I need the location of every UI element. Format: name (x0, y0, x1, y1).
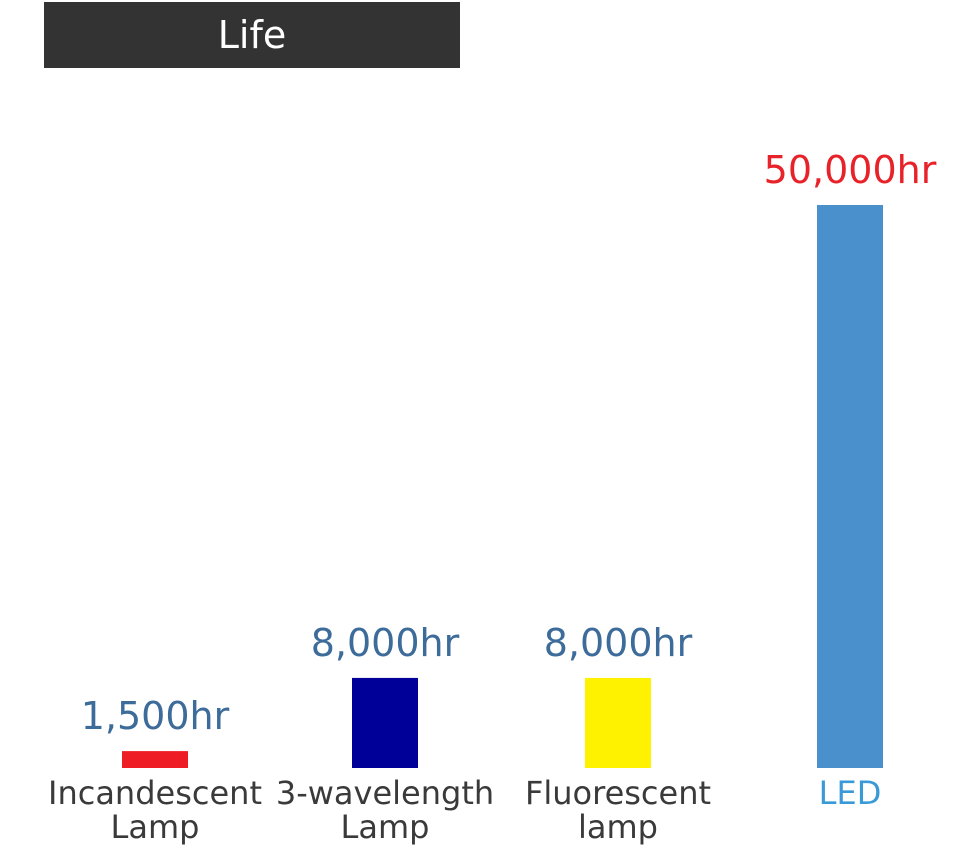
value-label-3: 50,000hr (764, 148, 937, 192)
bar-1 (352, 677, 418, 768)
value-label-1: 8,000hr (311, 621, 460, 665)
bar-0 (122, 751, 188, 768)
category-label-2-line-0: Fluorescent (525, 774, 711, 812)
chart-title-box: Life (44, 2, 460, 68)
category-label-2-line-1: lamp (578, 808, 658, 846)
bar-2 (585, 677, 651, 768)
value-label-2: 8,000hr (544, 621, 693, 665)
category-label-1-line-0: 3-wavelength (276, 774, 494, 812)
value-label-0: 1,500hr (81, 694, 230, 738)
bar-3 (817, 205, 883, 768)
category-label-3-line-0: LED (819, 774, 882, 812)
category-label-0-line-1: Lamp (111, 808, 200, 846)
category-label-0-line-0: Incandescent (48, 774, 262, 812)
category-label-1-line-1: Lamp (341, 808, 430, 846)
chart-title: Life (217, 13, 287, 57)
